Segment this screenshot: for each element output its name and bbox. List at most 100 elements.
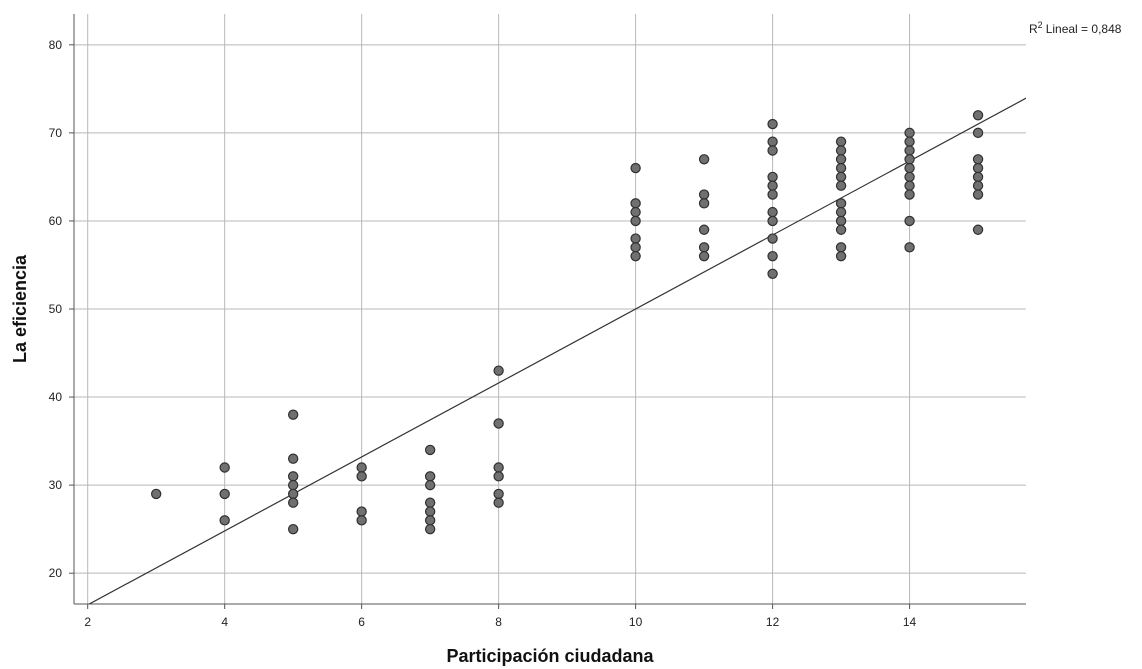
data-point xyxy=(835,198,847,209)
x-tick-label: 8 xyxy=(495,615,502,629)
regression-line xyxy=(88,97,1026,604)
data-point xyxy=(904,136,915,147)
data-point xyxy=(287,497,299,508)
data-point xyxy=(904,180,915,191)
data-point xyxy=(424,515,436,526)
data-point xyxy=(904,242,915,253)
data-point xyxy=(630,215,641,227)
x-tick-label: 6 xyxy=(358,615,365,629)
data-point xyxy=(424,523,436,535)
data-point xyxy=(630,242,641,253)
data-point xyxy=(835,145,847,156)
data-point xyxy=(493,471,504,482)
data-point xyxy=(698,198,710,209)
x-tick-label: 14 xyxy=(903,615,917,629)
y-tick-label: 40 xyxy=(49,390,63,404)
data-point xyxy=(767,215,778,227)
data-point xyxy=(630,233,641,244)
data-point xyxy=(972,224,984,235)
data-point xyxy=(424,497,436,508)
data-point xyxy=(698,189,710,200)
data-point xyxy=(835,162,847,174)
data-point xyxy=(493,462,504,473)
data-point xyxy=(835,215,847,227)
data-point xyxy=(493,365,504,376)
data-points xyxy=(150,110,984,535)
y-tick-label: 60 xyxy=(49,214,63,228)
data-point xyxy=(835,171,847,183)
data-point xyxy=(972,171,984,183)
data-point xyxy=(424,506,436,517)
data-point xyxy=(904,127,915,139)
r2-fit-label: R2 Lineal = 0,848 xyxy=(1029,20,1122,36)
data-point xyxy=(972,180,984,191)
x-tick-label: 2 xyxy=(84,615,91,629)
tick-labels: 2 4 6 8 10 12 14 20 30 40 50 60 70 80 xyxy=(49,38,917,629)
data-point xyxy=(767,118,778,130)
data-point xyxy=(767,233,778,244)
data-point xyxy=(287,488,299,500)
data-point xyxy=(630,250,641,262)
r2-label-text: Lineal = 0,848 xyxy=(1046,22,1122,36)
data-point xyxy=(767,171,778,183)
y-tick-label: 20 xyxy=(49,566,63,580)
data-point xyxy=(972,189,984,200)
y-tick-label: 80 xyxy=(49,38,63,52)
data-point xyxy=(698,224,710,235)
data-point xyxy=(835,242,847,253)
data-point xyxy=(835,224,847,235)
x-tick-label: 12 xyxy=(766,615,780,629)
data-point xyxy=(767,180,778,191)
data-point xyxy=(972,154,984,165)
data-point xyxy=(287,471,299,482)
y-tick-label: 30 xyxy=(49,478,63,492)
data-point xyxy=(904,171,915,183)
data-point xyxy=(904,154,915,165)
data-point xyxy=(904,215,915,227)
data-point xyxy=(904,189,915,200)
data-point xyxy=(356,471,367,482)
data-point xyxy=(767,145,778,156)
data-point xyxy=(219,515,230,526)
data-point xyxy=(835,136,847,147)
data-point xyxy=(904,162,915,174)
x-tick-label: 10 xyxy=(629,615,643,629)
data-point xyxy=(630,206,641,218)
data-point xyxy=(424,471,436,482)
data-point xyxy=(835,206,847,218)
data-point xyxy=(972,162,984,174)
data-point xyxy=(698,154,710,165)
data-point xyxy=(287,523,299,535)
data-point xyxy=(219,462,230,473)
data-point xyxy=(698,250,710,262)
data-point xyxy=(835,154,847,165)
data-point xyxy=(356,506,367,517)
data-point xyxy=(835,180,847,191)
data-point xyxy=(287,479,299,491)
data-point xyxy=(630,162,641,174)
x-axis-title: Participación ciudadana xyxy=(446,646,654,666)
data-point xyxy=(835,250,847,262)
data-point xyxy=(767,136,778,147)
data-point xyxy=(287,453,299,464)
data-point xyxy=(424,479,436,491)
axes xyxy=(69,14,1026,609)
data-point xyxy=(767,206,778,218)
data-point xyxy=(287,409,299,420)
data-point xyxy=(219,488,230,500)
data-point xyxy=(493,497,504,508)
r2-label-prefix: R xyxy=(1029,22,1038,36)
data-point xyxy=(767,189,778,200)
data-point xyxy=(493,418,504,429)
data-point xyxy=(767,250,778,262)
data-point xyxy=(767,268,778,279)
data-point xyxy=(972,110,984,121)
data-point xyxy=(630,198,641,209)
data-point xyxy=(424,444,436,456)
y-tick-label: 70 xyxy=(49,126,63,140)
data-point xyxy=(356,462,367,473)
y-axis-title: La eficiencia xyxy=(10,254,30,363)
r2-label-superscript: 2 xyxy=(1038,20,1043,30)
data-point xyxy=(698,242,710,253)
